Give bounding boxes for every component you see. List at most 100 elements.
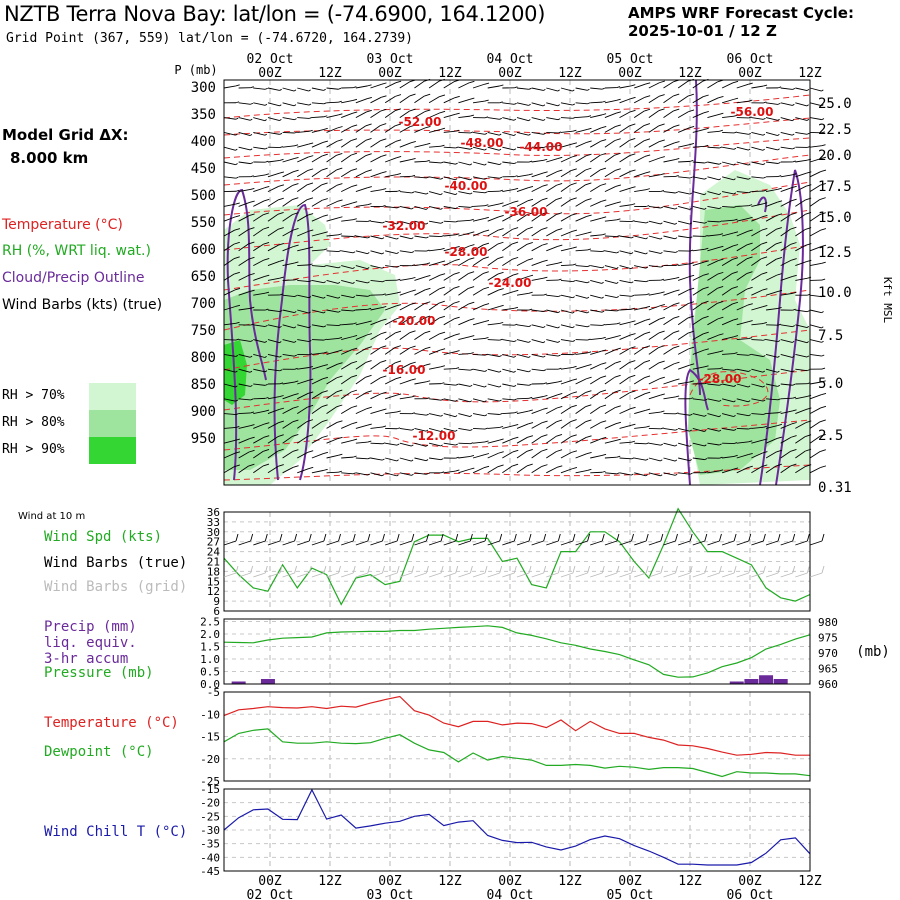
pressure-tick-label: 965 — [818, 663, 838, 676]
wind-barb — [751, 101, 767, 104]
wind-barb — [502, 227, 519, 237]
wind-barb — [809, 228, 827, 237]
wind-barb-staff — [253, 214, 264, 222]
wind-barb-feather — [557, 156, 563, 159]
wind-barb-feather — [455, 443, 459, 446]
wind-barb — [311, 376, 329, 385]
wind-barb — [531, 434, 548, 444]
wind-barb — [619, 423, 636, 429]
wind-barb-staff — [633, 110, 645, 118]
wind-barb-staff — [648, 305, 661, 311]
wind-barb-staff — [590, 234, 603, 237]
wind-barb-feather — [646, 205, 650, 207]
wind-barb-staff — [238, 339, 251, 342]
wind-barb-staff — [780, 339, 793, 343]
wind-barb-staff — [355, 392, 367, 400]
wind-barb-feather — [411, 412, 415, 415]
wind-barb-staff — [311, 421, 323, 429]
pressure-tick-label: 550 — [191, 215, 216, 231]
wind-barb — [707, 398, 722, 402]
wind-barb-staff — [399, 379, 412, 385]
wind-barb — [546, 449, 563, 459]
wind-barb-feather — [382, 442, 386, 445]
wind-barb — [516, 308, 533, 311]
wind-barb-feather — [675, 395, 680, 398]
wind-barb-feather — [747, 229, 753, 232]
wind-barb-feather — [426, 176, 430, 179]
wind-barb — [267, 227, 284, 237]
wind-barb-feather — [631, 281, 634, 284]
wind-barb-feather — [440, 471, 445, 474]
wind-barb-feather — [323, 231, 328, 234]
wind-barb-grid — [821, 565, 825, 574]
time-tick-bottom: 12Z — [678, 874, 702, 889]
wind-barb-feather — [719, 207, 722, 209]
wind-barb-staff — [677, 127, 690, 133]
wind-barb-feather — [704, 260, 709, 263]
wind-barb-staff — [692, 261, 705, 267]
wind-barb — [721, 467, 739, 474]
wind-barb — [458, 271, 475, 281]
wind-barb-feather — [367, 203, 372, 206]
wind-barb-feather — [381, 266, 385, 269]
wind-barb-feather — [673, 108, 680, 112]
wind-barb — [502, 323, 518, 326]
wind-barb — [326, 349, 343, 355]
wind-barb — [443, 129, 460, 133]
wind-barb — [531, 259, 548, 267]
wind-barb — [473, 427, 488, 430]
wind-barb-feather — [468, 257, 475, 260]
wind-barb-feather — [631, 220, 635, 222]
wind-barb — [341, 86, 357, 89]
wind-barb — [648, 139, 665, 148]
wind-barb-feather — [484, 427, 488, 430]
wind-barb — [458, 176, 472, 181]
wind-barb — [721, 301, 739, 311]
wind-barb — [487, 202, 504, 207]
temperature-contour — [223, 419, 811, 451]
wind-barb-staff — [590, 337, 603, 341]
wind-barb-feather — [601, 266, 605, 269]
wind-barb — [619, 169, 636, 178]
wind-barb — [487, 161, 502, 166]
wind-barb-staff — [560, 451, 572, 459]
wind-barb-staff — [707, 273, 718, 281]
temperature-label: -40.00 — [445, 179, 488, 193]
wind-barb-feather — [497, 271, 504, 275]
wind-barb-feather — [704, 193, 707, 196]
wind-barb — [370, 171, 387, 178]
wind-barb-feather — [733, 467, 739, 470]
wind-barb-staff — [311, 378, 323, 385]
wind-barb — [267, 87, 282, 91]
wind-barb — [399, 412, 415, 415]
wind-barb-staff — [809, 229, 821, 237]
wind-barb-grid — [751, 572, 764, 578]
panel-frame — [223, 618, 811, 685]
wind-barb — [238, 227, 255, 237]
date-label-top: 03 Oct — [367, 52, 414, 67]
wind-barb — [531, 368, 547, 372]
precip-tick-label: 0.5 — [200, 666, 220, 679]
wind-barb-feather — [777, 200, 783, 203]
wind-barb-feather — [572, 296, 575, 299]
wind-barb-feather — [528, 409, 533, 412]
wind-barb-feather — [499, 370, 502, 373]
wind-barb-staff — [634, 393, 646, 400]
wind-barb — [428, 205, 443, 210]
wind-barb-staff — [648, 265, 661, 268]
time-tick-top: 00Z — [378, 66, 402, 81]
wind-barb-staff — [238, 307, 251, 311]
wind-barb-staff — [502, 188, 515, 193]
temperature-label: -24.00 — [489, 276, 532, 290]
wind-barb-feather — [821, 340, 824, 343]
wind-barb-staff — [429, 220, 441, 224]
wind-barb-feather — [484, 400, 487, 403]
temperature-label: -52.00 — [399, 115, 442, 129]
wind-barb-staff — [458, 232, 471, 237]
wind-barb — [648, 94, 665, 104]
wind-barb — [692, 365, 709, 370]
wind-barb-staff — [736, 217, 749, 222]
wind-barb-feather — [484, 320, 490, 323]
wind-barb — [721, 318, 739, 326]
value-tick-label: 6 — [213, 605, 220, 618]
